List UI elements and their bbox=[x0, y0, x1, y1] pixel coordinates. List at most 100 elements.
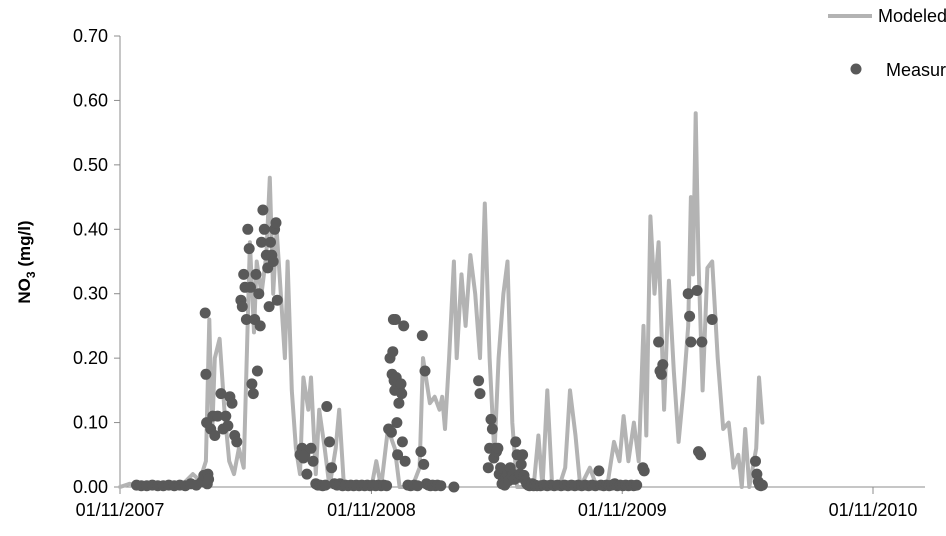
y-axis-title: NO3 (mg/l) bbox=[15, 220, 38, 303]
measured-point bbox=[392, 449, 404, 461]
measured-point bbox=[257, 204, 269, 216]
measured-point bbox=[319, 479, 331, 491]
measured-point bbox=[396, 436, 408, 448]
measured-point bbox=[381, 480, 393, 492]
measured-point bbox=[485, 413, 497, 425]
measured-point bbox=[321, 401, 333, 412]
legend-measured-marker bbox=[850, 63, 862, 75]
measured-point bbox=[240, 314, 252, 325]
measured-point bbox=[396, 388, 408, 400]
measured-point bbox=[399, 455, 411, 467]
measured-point bbox=[324, 436, 335, 448]
measured-point bbox=[242, 223, 254, 235]
y-axis-title-subscript: 3 bbox=[24, 271, 38, 278]
legend-measured-label: Measured bbox=[886, 60, 946, 80]
measured-point bbox=[236, 301, 248, 313]
measured-point bbox=[418, 458, 430, 470]
measured-point bbox=[251, 365, 263, 377]
measured-point bbox=[435, 480, 447, 492]
y-tick-label: 0.60 bbox=[73, 90, 108, 110]
measured-point bbox=[222, 420, 234, 432]
measured-point bbox=[706, 314, 718, 325]
y-axis-tick-labels: 0.00 0.10 0.20 0.30 0.40 0.50 0.60 0.70 bbox=[73, 26, 108, 497]
measured-point bbox=[200, 368, 212, 380]
x-tick-label: 01/11/2009 bbox=[578, 500, 667, 520]
measured-point bbox=[398, 320, 410, 332]
measured-point bbox=[495, 462, 507, 474]
measured-point bbox=[756, 479, 768, 491]
measured-point bbox=[199, 307, 211, 319]
y-tick-label: 0.10 bbox=[73, 413, 108, 433]
y-tick-label: 0.30 bbox=[73, 284, 108, 304]
y-tick-label: 0.20 bbox=[73, 348, 108, 368]
y-tick-label: 0.70 bbox=[73, 26, 108, 46]
measured-point bbox=[215, 388, 227, 400]
measured-point bbox=[254, 320, 266, 332]
measured-point bbox=[593, 465, 605, 477]
legend: Modeled Measured bbox=[828, 6, 946, 80]
measured-point bbox=[231, 436, 243, 448]
measured-point bbox=[243, 243, 255, 255]
measured-point bbox=[750, 455, 761, 467]
measured-point bbox=[685, 336, 697, 348]
measured-point bbox=[326, 462, 338, 474]
measured-point bbox=[220, 410, 232, 422]
measured-point bbox=[510, 436, 522, 448]
measured-point bbox=[390, 314, 401, 325]
measured-point bbox=[631, 479, 643, 491]
measured-point bbox=[203, 473, 215, 485]
measured-point bbox=[253, 288, 265, 300]
measured-point bbox=[245, 281, 256, 293]
measured-point bbox=[486, 423, 498, 435]
measured-point bbox=[515, 458, 527, 470]
measured-point bbox=[307, 455, 319, 467]
measured-point bbox=[209, 430, 221, 441]
measured-point bbox=[301, 468, 313, 480]
measured-point bbox=[256, 236, 267, 248]
measured-point bbox=[691, 285, 703, 296]
legend-modeled-label: Modeled bbox=[878, 6, 946, 26]
measured-point bbox=[682, 288, 694, 300]
measured-series-points bbox=[131, 204, 768, 493]
x-tick-label: 01/11/2010 bbox=[829, 500, 918, 520]
y-tick-label: 0.00 bbox=[73, 477, 108, 497]
measured-point bbox=[270, 217, 282, 229]
measured-point bbox=[419, 365, 431, 377]
y-axis-title-unit: (mg/l) bbox=[15, 220, 34, 271]
measured-point bbox=[696, 336, 708, 348]
x-axis-tick-labels: 01/11/2007 01/11/2008 01/11/2009 01/11/2010 bbox=[76, 500, 918, 520]
measured-point bbox=[695, 449, 707, 461]
measured-point bbox=[212, 410, 224, 422]
measured-point bbox=[412, 480, 423, 492]
measured-point bbox=[482, 462, 494, 474]
measured-point bbox=[305, 442, 317, 454]
y-axis-title-main: NO bbox=[15, 278, 34, 304]
measured-point bbox=[271, 294, 283, 306]
measured-point bbox=[395, 378, 407, 390]
measured-point bbox=[226, 397, 238, 409]
measured-point bbox=[416, 330, 428, 342]
measured-point bbox=[517, 449, 529, 461]
measured-point bbox=[391, 417, 403, 429]
measured-point bbox=[473, 375, 485, 387]
measured-point bbox=[385, 426, 397, 438]
measured-point bbox=[265, 236, 276, 248]
measured-point bbox=[267, 256, 279, 267]
measured-point bbox=[387, 346, 399, 358]
measured-point bbox=[448, 481, 460, 493]
y-tick-label: 0.40 bbox=[73, 219, 108, 239]
axes bbox=[114, 35, 925, 494]
measured-point bbox=[415, 446, 427, 458]
measured-point bbox=[263, 301, 275, 313]
x-tick-label: 01/11/2007 bbox=[76, 500, 165, 520]
measured-point bbox=[258, 223, 270, 235]
measured-point bbox=[250, 268, 262, 280]
measured-point bbox=[655, 368, 667, 380]
measured-point bbox=[653, 336, 665, 348]
measured-point bbox=[492, 442, 504, 454]
y-tick-label: 0.50 bbox=[73, 155, 108, 175]
measured-point bbox=[246, 378, 258, 390]
x-tick-label: 01/11/2008 bbox=[327, 500, 416, 520]
measured-point bbox=[474, 388, 486, 400]
